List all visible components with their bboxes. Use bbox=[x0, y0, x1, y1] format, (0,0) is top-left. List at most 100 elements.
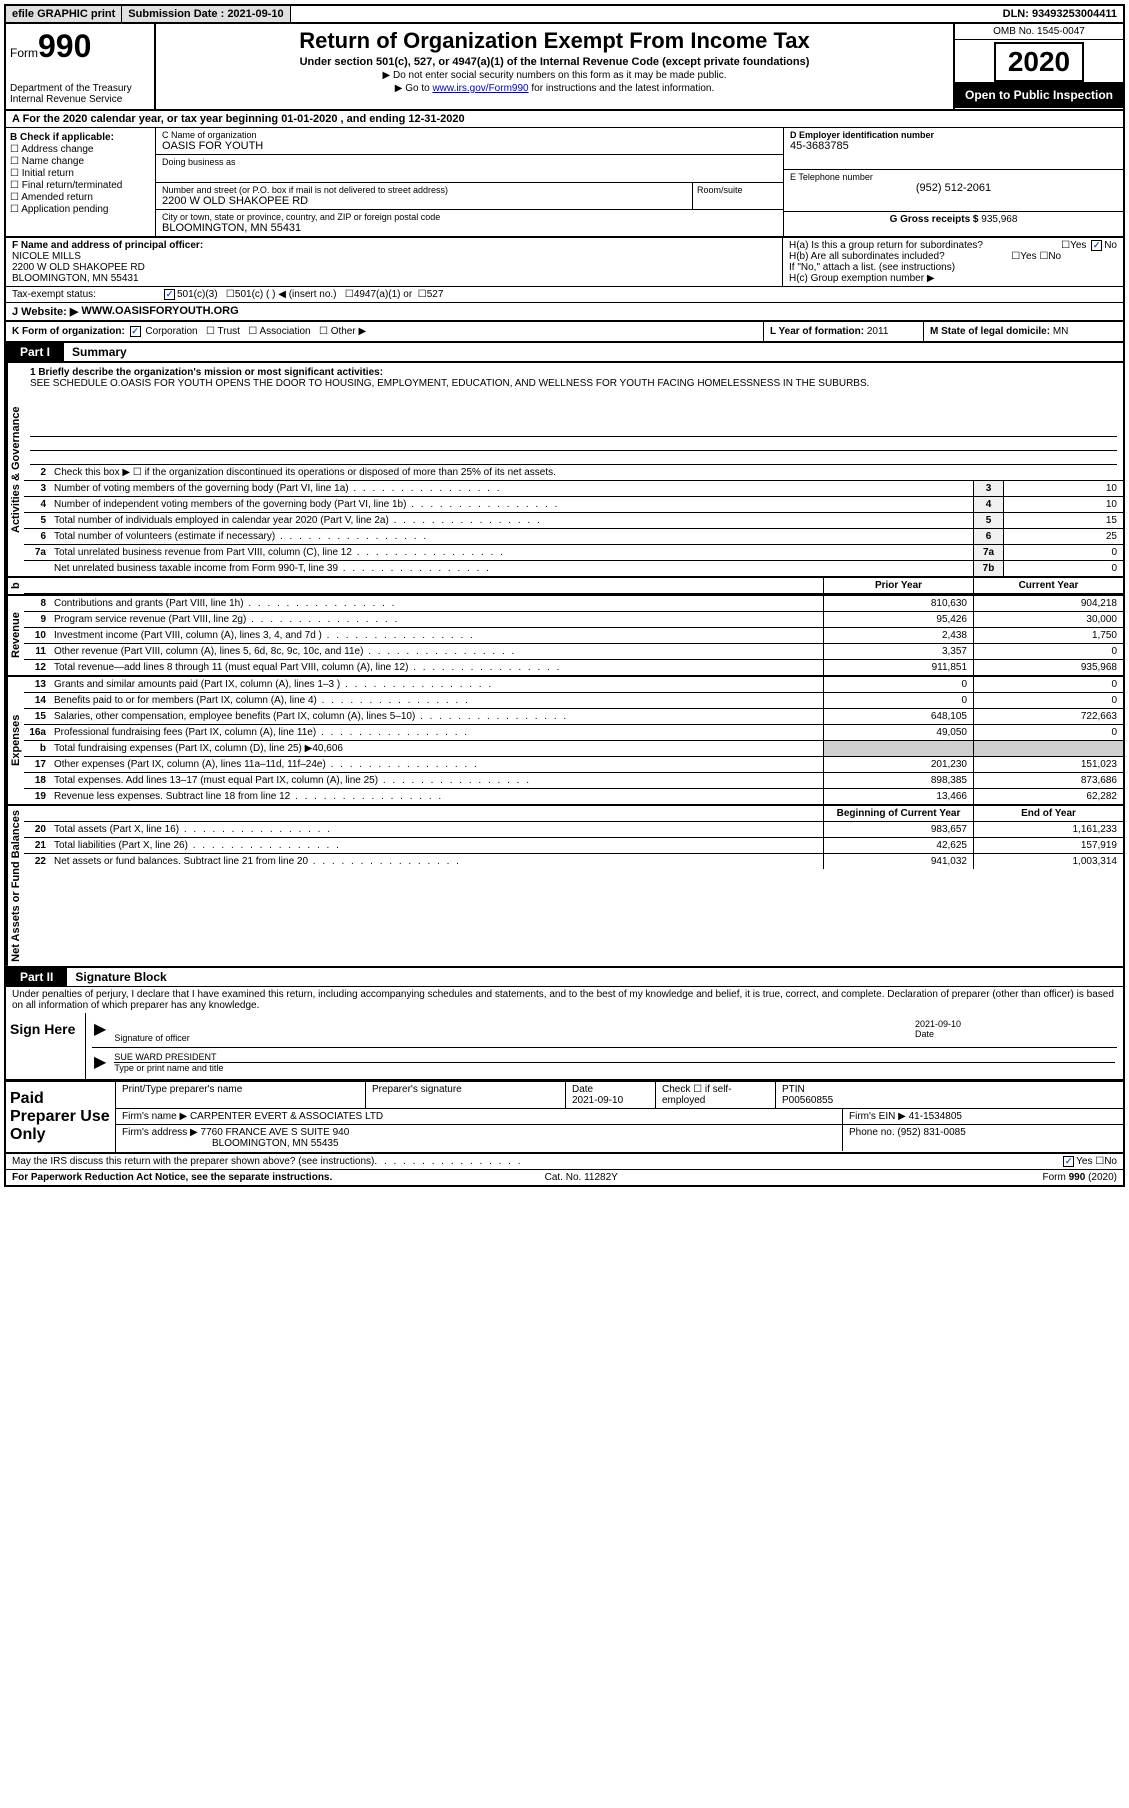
section-m: M State of legal domicile: MN bbox=[923, 322, 1123, 341]
street-label: Number and street (or P.O. box if mail i… bbox=[162, 185, 686, 195]
chk-address-change[interactable]: ☐ Address change bbox=[10, 144, 151, 155]
sig-date: 2021-09-10 bbox=[915, 1019, 1115, 1029]
firm-addr-label: Firm's address ▶ bbox=[122, 1127, 198, 1138]
section-h: H(a) Is this a group return for subordin… bbox=[783, 238, 1123, 286]
expense-line: 18Total expenses. Add lines 13–17 (must … bbox=[24, 773, 1123, 789]
type-print-label: Type or print name and title bbox=[114, 1063, 1115, 1073]
k-label: K Form of organization: bbox=[12, 326, 125, 337]
expense-line: 16aProfessional fundraising fees (Part I… bbox=[24, 725, 1123, 741]
gross-receipts-value: 935,968 bbox=[981, 214, 1017, 225]
street-value: 2200 W OLD SHAKOPEE RD bbox=[162, 195, 686, 207]
gross-receipts-label: G Gross receipts $ bbox=[890, 214, 979, 225]
efile-print-button[interactable]: efile GRAPHIC print bbox=[6, 6, 122, 22]
hc-label: H(c) Group exemption number ▶ bbox=[789, 273, 1117, 284]
form-footer: Form 990 (2020) bbox=[1043, 1172, 1117, 1183]
discuss-yes[interactable] bbox=[1063, 1156, 1074, 1167]
revenue-line: 8Contributions and grants (Part VIII, li… bbox=[24, 596, 1123, 612]
expense-line: 15Salaries, other compensation, employee… bbox=[24, 709, 1123, 725]
firm-addr2: BLOOMINGTON, MN 55435 bbox=[212, 1138, 339, 1149]
dept-treasury: Department of the Treasury bbox=[10, 83, 150, 94]
chk-app-pending[interactable]: ☐ Application pending bbox=[10, 204, 151, 215]
part2-header: Part II bbox=[6, 968, 67, 986]
hb-note: If "No," attach a list. (see instruction… bbox=[789, 262, 1117, 273]
chk-name-change[interactable]: ☐ Name change bbox=[10, 156, 151, 167]
org-name-label: C Name of organization bbox=[162, 130, 777, 140]
gov-line: 4Number of independent voting members of… bbox=[24, 497, 1123, 513]
form-word: Form bbox=[10, 46, 38, 60]
open-public-badge: Open to Public Inspection bbox=[955, 82, 1123, 108]
gov-line: 6Total number of volunteers (estimate if… bbox=[24, 529, 1123, 545]
netassets-line: 22Net assets or fund balances. Subtract … bbox=[24, 854, 1123, 869]
signer-name: SUE WARD PRESIDENT bbox=[114, 1052, 1115, 1063]
sidebar-revenue: Revenue bbox=[6, 596, 24, 675]
chk-501c3[interactable] bbox=[164, 289, 175, 300]
website-value: WWW.OASISFORYOUTH.ORG bbox=[81, 305, 238, 318]
part2-title: Signature Block bbox=[67, 968, 174, 986]
prep-phone-label: Phone no. bbox=[849, 1127, 895, 1138]
firm-name-label: Firm's name ▶ bbox=[122, 1111, 187, 1122]
officer-addr1: 2200 W OLD SHAKOPEE RD bbox=[12, 262, 776, 273]
form990-link[interactable]: www.irs.gov/Form990 bbox=[432, 83, 528, 94]
prep-phone: (952) 831-0085 bbox=[897, 1127, 965, 1138]
discuss-row: May the IRS discuss this return with the… bbox=[6, 1154, 1123, 1170]
discuss-text: May the IRS discuss this return with the… bbox=[12, 1156, 374, 1167]
form-number: 990 bbox=[38, 28, 91, 64]
ein-label: D Employer identification number bbox=[790, 130, 1117, 140]
expense-line: 13Grants and similar amounts paid (Part … bbox=[24, 677, 1123, 693]
omb-number: OMB No. 1545-0047 bbox=[955, 24, 1123, 40]
prior-year-header: Prior Year bbox=[823, 578, 973, 593]
website-label: J Website: ▶ bbox=[12, 305, 78, 318]
mission-label: 1 Briefly describe the organization's mi… bbox=[30, 367, 1117, 378]
gov-line: Net unrelated business taxable income fr… bbox=[24, 561, 1123, 576]
prep-date: 2021-09-10 bbox=[572, 1095, 649, 1106]
submission-date: Submission Date : 2021-09-10 bbox=[122, 6, 290, 22]
prep-name-label: Print/Type preparer's name bbox=[122, 1084, 359, 1095]
prep-sig-label: Preparer's signature bbox=[372, 1084, 559, 1095]
chk-amended[interactable]: ☐ Amended return bbox=[10, 192, 151, 203]
netassets-line: 20Total assets (Part X, line 16)983,6571… bbox=[24, 822, 1123, 838]
firm-name: CARPENTER EVERT & ASSOCIATES LTD bbox=[190, 1111, 383, 1122]
org-name: OASIS FOR YOUTH bbox=[162, 140, 777, 152]
mission-text: SEE SCHEDULE O.OASIS FOR YOUTH OPENS THE… bbox=[30, 378, 1117, 389]
form-subtitle: Under section 501(c), 527, or 4947(a)(1)… bbox=[160, 56, 949, 68]
website-row: J Website: ▶ WWW.OASISFORYOUTH.ORG bbox=[6, 303, 1123, 322]
end-year-header: End of Year bbox=[973, 806, 1123, 821]
chk-final-return[interactable]: ☐ Final return/terminated bbox=[10, 180, 151, 191]
officer-label: F Name and address of principal officer: bbox=[12, 240, 776, 251]
netassets-line: 21Total liabilities (Part X, line 26)42,… bbox=[24, 838, 1123, 854]
dln: DLN: 93493253004411 bbox=[997, 6, 1123, 22]
sidebar-expenses: Expenses bbox=[6, 677, 24, 804]
city-label: City or town, state or province, country… bbox=[162, 212, 777, 222]
expense-line: bTotal fundraising expenses (Part IX, co… bbox=[24, 741, 1123, 757]
part1-title: Summary bbox=[64, 343, 135, 361]
officer-addr2: BLOOMINGTON, MN 55431 bbox=[12, 273, 776, 284]
cat-no: Cat. No. 11282Y bbox=[545, 1172, 618, 1183]
tax-status-row: Tax-exempt status: 501(c)(3) ☐ 501(c) ( … bbox=[6, 287, 1123, 303]
beg-year-header: Beginning of Current Year bbox=[823, 806, 973, 821]
penalties-text: Under penalties of perjury, I declare th… bbox=[6, 987, 1123, 1013]
sig-date-label: Date bbox=[915, 1029, 1115, 1039]
top-bar: efile GRAPHIC print Submission Date : 20… bbox=[6, 6, 1123, 24]
opt-501c: 501(c) ( ) ◀ (insert no.) bbox=[235, 289, 337, 300]
gov-line: 5Total number of individuals employed in… bbox=[24, 513, 1123, 529]
ha-no-checkbox[interactable] bbox=[1091, 240, 1102, 251]
firm-ein: 41-1534805 bbox=[909, 1111, 962, 1122]
revenue-line: 11Other revenue (Part VIII, column (A), … bbox=[24, 644, 1123, 660]
section-b: B Check if applicable: ☐ Address change … bbox=[6, 128, 156, 236]
prep-self-emp[interactable]: Check ☐ if self-employed bbox=[656, 1082, 776, 1108]
sig-officer-label: Signature of officer bbox=[114, 1033, 915, 1043]
tax-period: A For the 2020 calendar year, or tax yea… bbox=[6, 111, 1123, 128]
chk-corporation[interactable] bbox=[130, 326, 141, 337]
firm-ein-label: Firm's EIN ▶ bbox=[849, 1111, 906, 1122]
instruction-1: ▶ Do not enter social security numbers o… bbox=[160, 70, 949, 81]
pra-notice: For Paperwork Reduction Act Notice, see … bbox=[12, 1172, 332, 1183]
ein-value: 45-3683785 bbox=[790, 140, 1117, 152]
instr2-post: for instructions and the latest informat… bbox=[529, 83, 715, 94]
chk-initial-return[interactable]: ☐ Initial return bbox=[10, 168, 151, 179]
revenue-line: 9Program service revenue (Part VIII, lin… bbox=[24, 612, 1123, 628]
section-b-title: B Check if applicable: bbox=[10, 132, 151, 143]
paid-preparer-label: Paid Preparer Use Only bbox=[6, 1082, 116, 1152]
sidebar-netassets: Net Assets or Fund Balances bbox=[6, 806, 24, 966]
officer-name: NICOLE MILLS bbox=[12, 251, 776, 262]
section-l: L Year of formation: 2011 bbox=[763, 322, 923, 341]
